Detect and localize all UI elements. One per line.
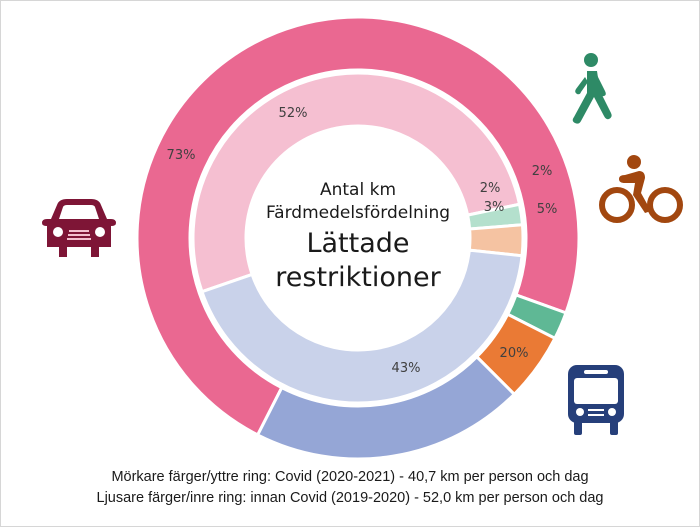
legend-inner-ring: Ljusare färger/inre ring: innan Covid (2… <box>96 490 604 506</box>
outer-ring <box>135 15 581 461</box>
inner-label-bus: 43% <box>392 361 421 376</box>
outer-segment-bus <box>255 354 517 461</box>
legend-outer-ring: Mörkare färger/yttre ring: Covid (2020-2… <box>111 469 589 485</box>
inner-segment-car <box>191 71 522 294</box>
outer-label-walk: 2% <box>532 164 553 179</box>
inner-ring <box>191 71 525 405</box>
center-title-line2: Färdmedelsfördelning <box>266 203 450 223</box>
walking-person-icon <box>572 53 612 124</box>
bus-icon <box>568 365 624 435</box>
center-subtitle-line1: Lättade <box>306 228 409 259</box>
inner-segment-bus <box>200 248 524 405</box>
center-title-line1: Antal km <box>320 180 396 200</box>
legend-footer: Mörkare färger/yttre ring: Covid (2020-2… <box>1 467 699 509</box>
car-icon <box>42 199 116 257</box>
outer-segment-car <box>135 15 581 437</box>
bicycle-icon <box>599 155 683 223</box>
donut-chart: 73% 2% 5% 20% 52% 2% 3% 43% Antal km Färdmedels… <box>135 15 581 461</box>
center-subtitle-line2: restriktioner <box>275 262 441 293</box>
outer-label-bike: 5% <box>537 202 558 217</box>
segment-labels: 73% 2% 5% 20% 52% 2% 3% 43% <box>167 106 558 376</box>
inner-label-bike: 3% <box>484 200 505 215</box>
inner-label-walk: 2% <box>480 181 501 196</box>
outer-label-car: 73% <box>167 148 196 163</box>
inner-label-car: 52% <box>279 106 308 121</box>
outer-label-bus: 20% <box>500 346 529 361</box>
